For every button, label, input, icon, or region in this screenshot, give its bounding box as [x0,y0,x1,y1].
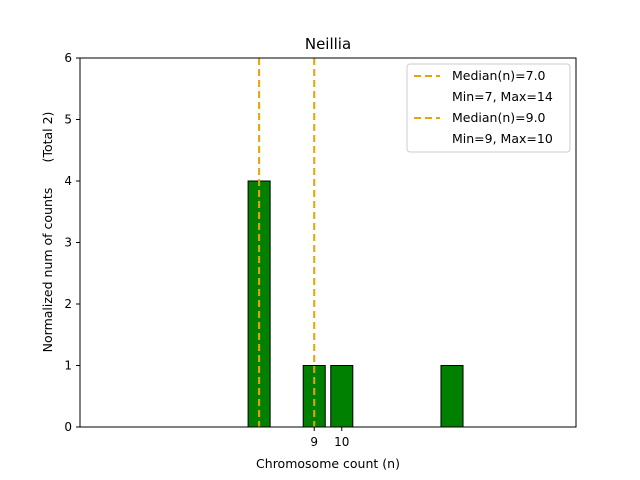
y-axis: 0 1 2 3 4 5 6 [64,51,80,434]
x-axis-label: Chromosome count (n) [256,456,400,471]
y-axis-total-label: (Total 2) [40,112,55,163]
y-tick-label: 3 [64,236,72,250]
x-axis: 9 10 [310,427,349,449]
y-tick-label: 6 [64,51,72,65]
bar-group [247,180,464,428]
chart-title: Neillia [305,35,351,53]
y-axis-label: Normalized num of counts [40,188,55,353]
bar-n-10 [330,365,354,428]
legend-median-label: Median(n)=9.0 [452,110,546,125]
x-tick-label: 10 [334,435,349,449]
legend-range-label: Min=7, Max=14 [452,89,553,104]
y-tick-label: 1 [64,359,72,373]
legend: Median(n)=7.0 Min=7, Max=14 Median(n)=9.0 M… [406,63,571,153]
legend-median-label: Median(n)=7.0 [452,68,546,83]
legend-range-label: Min=9, Max=10 [452,131,553,146]
bar-n-9 [302,365,326,428]
x-tick-label: 9 [310,435,318,449]
y-tick-label: 0 [64,420,72,434]
legend-box [406,63,571,153]
bar-n-14 [440,365,464,428]
y-tick-label: 2 [64,297,72,311]
y-tick-label: 4 [64,174,72,188]
y-tick-label: 5 [64,113,72,127]
median-line-group [258,58,316,427]
